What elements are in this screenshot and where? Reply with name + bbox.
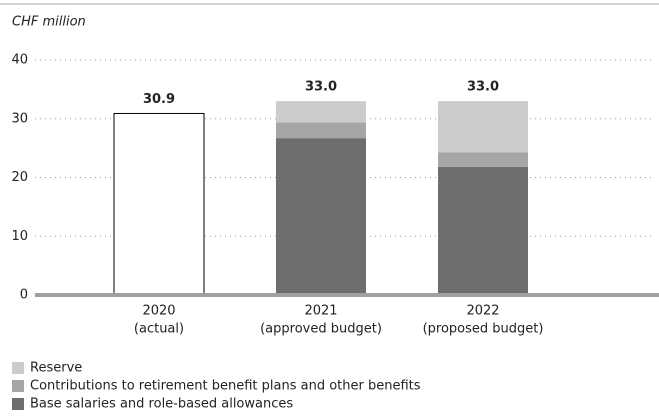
x-tick-label: 2020 xyxy=(142,304,175,319)
legend-swatch xyxy=(12,380,24,392)
bar-segment xyxy=(276,138,366,295)
x-tick-label: (actual) xyxy=(134,322,184,337)
y-tick-label: 30 xyxy=(11,111,28,126)
bar-segment xyxy=(438,101,528,153)
bar-segment xyxy=(276,101,366,123)
x-tick-label: (approved budget) xyxy=(260,322,382,337)
x-tick-label: 2022 xyxy=(466,304,499,319)
bar xyxy=(113,112,205,296)
legend-swatch xyxy=(12,362,24,374)
y-tick-label: 0 xyxy=(20,288,28,303)
legend-label: Base salaries and role-based allowances xyxy=(30,397,293,412)
axis-title: CHF million xyxy=(12,15,86,30)
bar-segment xyxy=(438,152,528,167)
bar-segment xyxy=(276,122,366,139)
total-label: 30.9 xyxy=(143,92,175,107)
x-tick-label: 2021 xyxy=(304,304,337,319)
bar-segment xyxy=(438,166,528,295)
x-tick-label: (proposed budget) xyxy=(423,322,544,337)
y-tick-label: 20 xyxy=(11,170,28,185)
legend-label: Reserve xyxy=(30,361,82,376)
legend-label: Contributions to retirement benefit plan… xyxy=(30,379,421,394)
y-tick-label: 10 xyxy=(11,229,28,244)
total-label: 33.0 xyxy=(467,80,499,95)
legend-swatch xyxy=(12,398,24,410)
total-label: 33.0 xyxy=(305,80,337,95)
y-tick-label: 40 xyxy=(11,53,28,68)
